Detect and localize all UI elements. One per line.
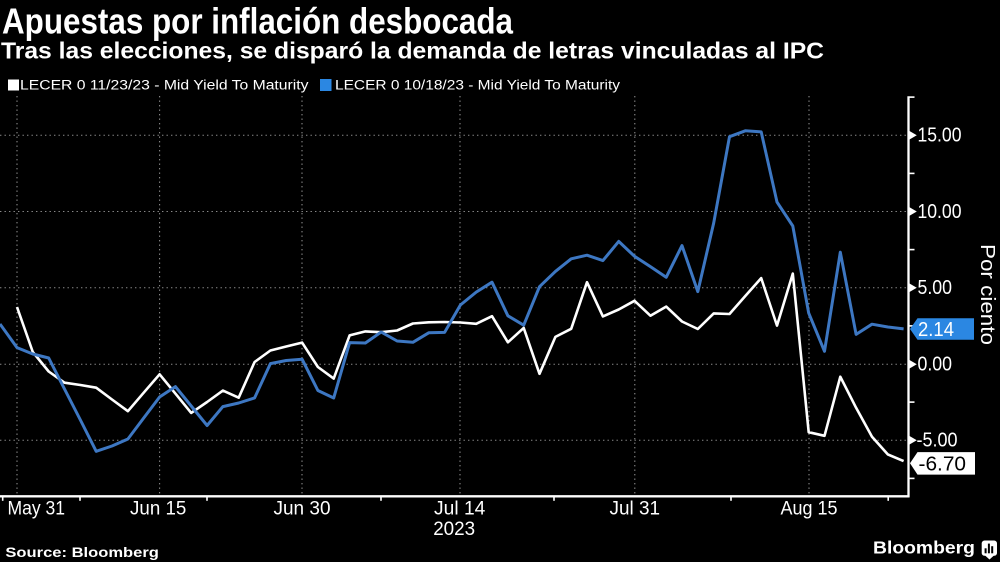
svg-text:May 31: May 31 (8, 498, 66, 519)
svg-text:Aug 15: Aug 15 (781, 498, 838, 519)
svg-text:2023: 2023 (433, 519, 475, 540)
svg-text:15.00: 15.00 (918, 125, 962, 147)
svg-text:LECER 0 10/18/23 - Mid Yield T: LECER 0 10/18/23 - Mid Yield To Maturity (335, 78, 620, 93)
svg-text:Jun 30: Jun 30 (274, 498, 331, 519)
svg-text:Por ciento: Por ciento (976, 244, 999, 345)
svg-text:Tras las elecciones, se dispar: Tras las elecciones, se disparó la deman… (1, 38, 824, 64)
svg-text:Jul 14: Jul 14 (434, 498, 486, 519)
svg-text:LECER 0 11/23/23 - Mid Yield T: LECER 0 11/23/23 - Mid Yield To Maturity (20, 78, 309, 93)
svg-text:-6.70: -6.70 (919, 453, 967, 475)
svg-text:Bloomberg: Bloomberg (873, 538, 975, 558)
svg-text:10.00: 10.00 (918, 201, 962, 223)
svg-text:-5.00: -5.00 (917, 430, 958, 452)
svg-text:Source: Bloomberg: Source: Bloomberg (5, 544, 159, 560)
svg-text:Jul 31: Jul 31 (610, 498, 661, 519)
svg-text:Jun 15: Jun 15 (130, 498, 186, 519)
svg-text:2.14: 2.14 (918, 319, 954, 341)
svg-text:0.00: 0.00 (918, 353, 953, 375)
svg-text:5.00: 5.00 (918, 277, 953, 299)
svg-text:Apuestas por inflación desboca: Apuestas por inflación desbocada (2, 1, 514, 42)
